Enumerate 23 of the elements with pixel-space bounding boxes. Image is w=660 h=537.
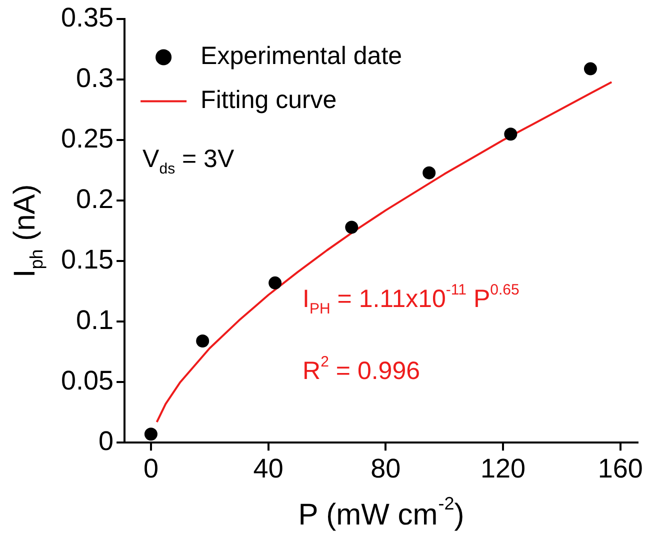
- x-tick-label: 160: [598, 453, 643, 484]
- y-tick-label: 0.05: [60, 366, 114, 396]
- legend-label: Fitting curve: [200, 86, 337, 114]
- point: [196, 334, 210, 348]
- point: [504, 128, 518, 141]
- x-tick-label: 40: [253, 453, 284, 484]
- point: [584, 62, 597, 76]
- point: [268, 276, 282, 290]
- y-tick-label: 0.25: [60, 124, 114, 154]
- y-tick-label: 0.35: [60, 2, 114, 33]
- y-tick-label: 0.3: [76, 63, 114, 94]
- x-tick-label: 120: [480, 453, 526, 484]
- y-tick-label: 0.1: [76, 305, 114, 336]
- y-tick-label: 0.15: [60, 244, 114, 275]
- y-tick-label: 0: [98, 426, 114, 456]
- point: [422, 166, 436, 180]
- point: [144, 428, 158, 441]
- y-axis-title: Iph (nA): [8, 184, 46, 278]
- legend-label: Experimental date: [200, 42, 402, 70]
- x-tick-label: 0: [143, 453, 158, 484]
- point: [345, 220, 358, 234]
- y-tick-label: 0.2: [76, 184, 114, 214]
- x-tick-label: 80: [370, 453, 401, 484]
